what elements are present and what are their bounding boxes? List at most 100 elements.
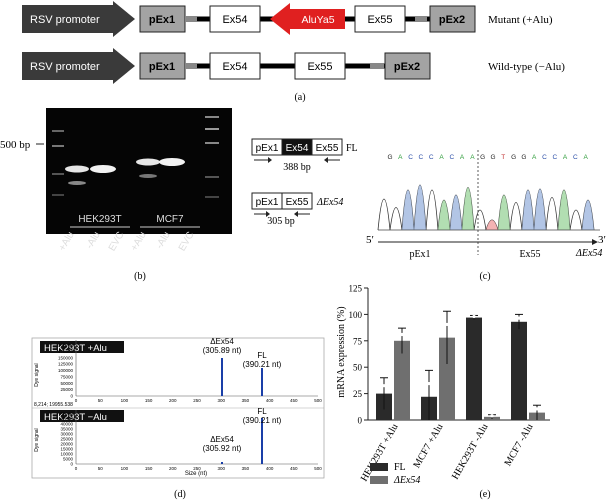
pex1-segment-label: pEx1 <box>409 249 430 260</box>
bottom-title: HEK293T −Alu <box>44 412 107 423</box>
x-tick-label: 50 <box>98 398 104 403</box>
chart-ylabel: mRNA expression (%) <box>336 306 347 397</box>
x-tick-label: 100 <box>121 398 129 403</box>
bottom-peak-fl-size: (390.21 nt) <box>243 416 282 425</box>
fl-amplicon-diagram: pEx1 Ex54 Ex55 FL 388 bp <box>251 138 358 173</box>
sequence-base: A <box>470 154 475 161</box>
bar-fl <box>466 317 482 420</box>
y-tick-label: 75000 <box>60 374 73 379</box>
x-tick-label: 250 <box>193 466 201 471</box>
caption-b: (b) <box>134 271 146 282</box>
del-pex1-label: pEx1 <box>256 197 279 208</box>
chromatogram <box>377 150 600 255</box>
coordinate-readout: 8,214; 19955.538 <box>34 402 73 408</box>
top-peak-del-size: (305.89 nt) <box>203 346 242 355</box>
y-tick-label: 100 <box>349 310 363 320</box>
mutant-construct: RSV promoter pEx1 Ex54 AluYa5 Ex55 pEx2 … <box>22 1 553 37</box>
y-tick-label: 0 <box>358 416 363 426</box>
y-tick-label: 0 <box>70 394 73 399</box>
bar-del <box>439 337 455 420</box>
del-label: ΔEx54 <box>316 197 343 208</box>
wildtype-construct: RSV promoter pEx1 Ex54 Ex55 pEx2 Wild-ty… <box>22 48 565 84</box>
top-peak-fl-size: (390.21 nt) <box>243 360 282 369</box>
top-title-bg <box>40 341 124 353</box>
connector <box>370 63 384 69</box>
legend-swatch <box>370 476 388 484</box>
chart-legend: FL ΔEx54 <box>370 462 420 486</box>
data-point <box>400 332 404 337</box>
band-hek-plus-del <box>68 181 86 185</box>
ex54-label: Ex54 <box>222 61 247 73</box>
cell-label-mcf: MCF7 <box>156 214 184 225</box>
y-tick-label: 25000 <box>60 437 73 442</box>
pex2-box <box>384 52 431 80</box>
sequence-base: C <box>429 154 434 161</box>
pex1-label: pEx1 <box>149 61 175 73</box>
ex55-label: Ex55 <box>307 61 332 73</box>
x-tick-label: 300 <box>217 466 225 471</box>
top-x-ticks: 0 50 100 150 200 250 300 350 400 450 500 <box>75 398 323 403</box>
sequence-base: G <box>387 154 392 161</box>
pex2-label: pEx2 <box>394 61 420 73</box>
bottom-peak-del-label: ΔEx54 <box>210 435 234 444</box>
connector <box>415 16 427 22</box>
bar-del <box>394 340 410 420</box>
ex54-box <box>209 5 261 33</box>
connector <box>185 63 197 69</box>
sequence-base: C <box>552 154 557 161</box>
band-mcf-plus-fl <box>136 158 160 166</box>
pex2-label: pEx2 <box>439 14 465 26</box>
pex2-box <box>429 5 476 33</box>
ex55-box <box>294 52 346 80</box>
top-peak-del-label: ΔEx54 <box>210 337 234 346</box>
y-tick-label: 75 <box>353 336 363 346</box>
chart-y-ticks: 0 25 50 75 100 125 <box>349 284 368 426</box>
caption-d: (d) <box>174 489 186 500</box>
y-tick-label: 10000 <box>60 452 73 457</box>
legend-swatch <box>370 463 388 471</box>
deletion-label: ΔEx54 <box>575 248 602 259</box>
alu-arrow <box>270 3 345 35</box>
ex55-segment-label: Ex55 <box>519 249 540 260</box>
rsv-promoter-arrow <box>22 1 135 37</box>
fl-ex55-box <box>311 138 343 156</box>
x-tick-label: 50 <box>98 466 104 471</box>
bar-fl <box>511 321 527 420</box>
x-tick-label: 450 <box>290 398 298 403</box>
ex55-box <box>354 5 406 33</box>
y-tick-label: 25 <box>353 389 363 399</box>
ex55-label: Ex55 <box>367 14 392 26</box>
x-tick-label: 250 <box>193 398 201 403</box>
sequence-base: A <box>532 154 537 161</box>
y-tick-label: 200000 <box>58 343 74 348</box>
bottom-peak-fl-label: FL <box>257 407 267 416</box>
fl-ex54-label: Ex54 <box>286 143 309 154</box>
data-point <box>382 384 386 388</box>
sequence-base: G <box>480 154 485 161</box>
panel-b: 500 bp HEK293T MCF7 +Alu -Alu EVC +Alu -Alu E… <box>0 108 358 282</box>
sequence-base: A <box>563 154 568 161</box>
alu-label: AluYa5 <box>301 14 334 26</box>
bottom-y-ticks: 5000045000400003500030000250002000015000… <box>60 412 73 467</box>
data-point <box>472 314 476 319</box>
bottom-xlabel: Size (nt) <box>185 471 207 477</box>
pex1-label: pEx1 <box>149 14 175 26</box>
y-tick-label: 125 <box>349 284 363 294</box>
band-hek-plus-fl <box>65 165 89 173</box>
bottom-peak-del-size: (305.92 nt) <box>203 444 242 453</box>
chart-bars <box>376 310 545 420</box>
y-tick-label: 45000 <box>60 417 73 422</box>
x-tick-label: 150 <box>145 466 153 471</box>
x-tick-label: 0 <box>75 398 78 403</box>
x-tick-label: 500 <box>314 466 322 471</box>
sequence-base: C <box>573 154 578 161</box>
sequence-base: A <box>460 154 465 161</box>
ex54-label: Ex54 <box>222 14 247 26</box>
legend-label: ΔEx54 <box>393 475 420 486</box>
y-tick-label: 30000 <box>60 432 73 437</box>
pex1-box <box>139 52 186 80</box>
wildtype-label: Wild-type (−Alu) <box>488 61 565 73</box>
sequence-base: G <box>490 154 495 161</box>
